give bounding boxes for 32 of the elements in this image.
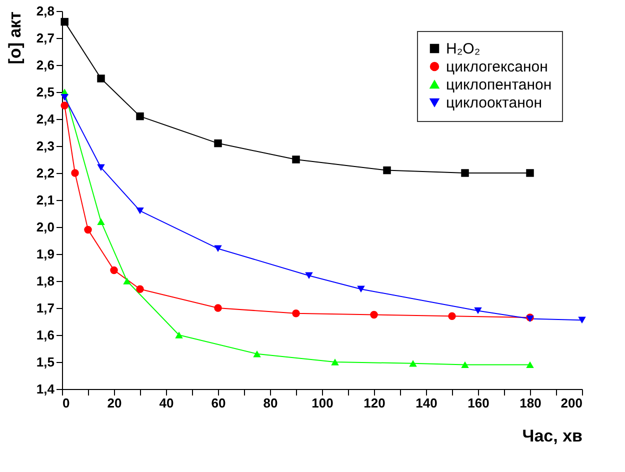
legend-label: циклооктанон (446, 94, 542, 112)
x-tick-label: 60 (211, 396, 226, 410)
x-axis-title: Час, хв (522, 426, 582, 446)
y-tick-label: 1,6 (36, 328, 54, 342)
y-tick-label: 1,7 (36, 300, 54, 316)
y-tick-label: 1,4 (36, 382, 56, 396)
x-tick-label: 160 (468, 396, 490, 410)
x-tick-label: 0 (62, 396, 70, 410)
legend-label: циклогексанон (446, 58, 548, 76)
x-tick-label: 40 (159, 396, 174, 410)
x-tick-label: 140 (416, 396, 438, 410)
legend-label: H₂O₂ (446, 40, 480, 58)
y-tick-label: 2,3 (36, 138, 54, 154)
x-tick-label: 200 (560, 396, 582, 410)
y-tick-label: 1,9 (36, 246, 54, 262)
y-axis-title: [o] акт (5, 12, 24, 64)
x-tick-label: 120 (364, 396, 386, 410)
y-tick-label: 2,7 (36, 30, 54, 46)
y-tick-label: 2,5 (36, 84, 54, 100)
x-tick-label: 100 (312, 396, 334, 410)
y-tick-label: 2,0 (36, 220, 54, 234)
x-tick-label: 180 (520, 396, 542, 410)
y-tick-label: 1,5 (36, 354, 54, 370)
x-tick-label: 80 (263, 396, 278, 410)
y-tick-label: 2,2 (36, 166, 54, 180)
legend-label: циклопентанон (446, 76, 552, 94)
y-tick-label: 2,4 (36, 112, 56, 126)
y-tick-label: 2,8 (36, 4, 54, 18)
y-tick-label: 1,8 (36, 274, 54, 288)
y-tick-label: 2,6 (36, 58, 54, 72)
y-tick-label: 2,1 (36, 192, 54, 208)
x-tick-label: 20 (107, 396, 122, 410)
